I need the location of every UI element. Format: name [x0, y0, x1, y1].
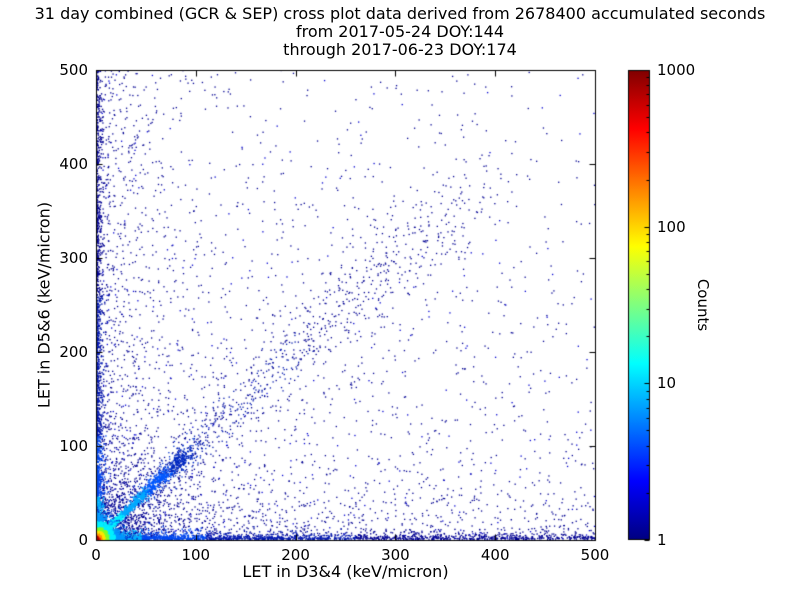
chart-title-line2: from 2017-05-24 DOY:144	[295, 22, 504, 41]
y-tick-label: 300	[59, 249, 88, 267]
colorbar-tick-label: 10	[657, 374, 677, 393]
colorbar-tick-label: 100	[657, 217, 686, 236]
chart-title-line1: 31 day combined (GCR & SEP) cross plot d…	[34, 4, 766, 23]
x-tick-label: 200	[281, 546, 310, 564]
chart-title-line3: through 2017-06-23 DOY:174	[283, 40, 517, 59]
y-tick-label: 200	[59, 343, 88, 361]
y-axis-label: LET in D5&6 (keV/micron)	[34, 201, 54, 409]
x-tick-label: 300	[381, 546, 410, 564]
y-tick-label: 0	[78, 531, 88, 549]
x-tick-label: 400	[480, 546, 510, 564]
colorbar-label: Counts	[694, 278, 712, 332]
y-tick-label: 400	[59, 155, 88, 173]
y-tick-label: 500	[59, 61, 88, 79]
x-axis-label: LET in D3&4 (keV/micron)	[242, 562, 449, 581]
y-tick-label: 100	[59, 437, 88, 455]
x-tick-label: 100	[181, 546, 211, 564]
x-tick-label: 0	[91, 546, 101, 564]
colorbar-tick-label: 1000	[657, 61, 696, 79]
colorbar-tick-label: 1	[657, 531, 667, 549]
x-tick-label: 500	[580, 546, 610, 564]
